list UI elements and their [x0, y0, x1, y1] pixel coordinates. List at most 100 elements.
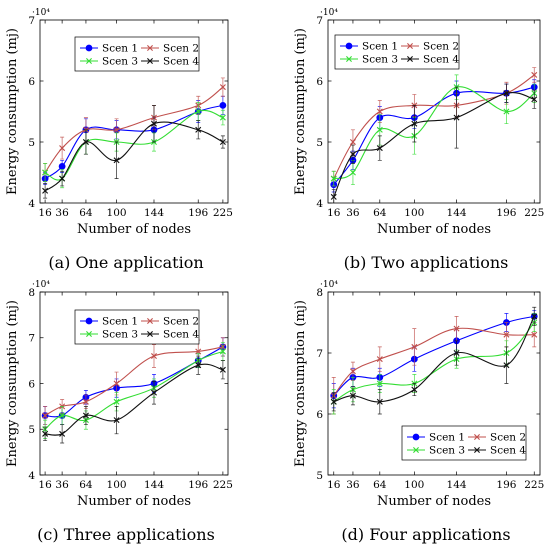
x-tick-label: 144 [144, 207, 164, 219]
x-tick-label: 100 [107, 207, 127, 219]
y-exponent-label: ·10⁴ [32, 8, 50, 18]
data-point [82, 398, 89, 405]
data-point [503, 90, 510, 97]
series-group [41, 77, 227, 199]
data-point [42, 412, 49, 419]
legend-marker [412, 433, 420, 441]
figure-caption: (b) Two applications [344, 253, 509, 272]
data-point [411, 343, 418, 350]
legend-marker [407, 56, 413, 62]
panel-4: 16 36 64 100 144 196 225 5 6 7 8·10⁴ Number of node… [293, 280, 544, 544]
legend-marker [147, 58, 153, 64]
legend-marker [147, 318, 153, 324]
legend-box [74, 309, 200, 345]
data-point [113, 380, 120, 387]
x-tick-label: 64 [79, 479, 93, 491]
data-point [349, 368, 356, 375]
data-point [531, 331, 538, 338]
legend-marker [345, 42, 353, 50]
data-point [376, 398, 383, 405]
data-point [59, 175, 66, 182]
legend-label: Scen 3 [102, 56, 138, 68]
data-point [113, 126, 120, 133]
x-tick-label: 196 [188, 207, 208, 219]
data-point [42, 430, 49, 437]
y-tick-label: 7 [28, 333, 35, 345]
legend-marker [474, 434, 480, 440]
data-point [113, 417, 120, 424]
data-point [195, 108, 202, 115]
data-point [503, 362, 510, 369]
x-tick-label: 144 [447, 479, 467, 491]
legend-label: Scen 2 [163, 43, 199, 55]
data-point [349, 169, 356, 176]
legend-marker [407, 43, 413, 49]
data-point [113, 398, 120, 405]
legend-label: Scen 3 [102, 329, 138, 341]
data-point [219, 84, 226, 91]
data-point [376, 145, 383, 152]
y-tick-label: 5 [28, 424, 35, 436]
data-point [503, 108, 510, 115]
y-exponent-label: ·10⁴ [320, 280, 338, 290]
data-point [219, 348, 226, 355]
data-point [59, 430, 66, 437]
series-line-scen-4 [333, 316, 535, 403]
legend-label: Scen 1 [429, 432, 465, 444]
legend-marker [86, 331, 92, 337]
series-line-scen-1 [333, 86, 535, 186]
data-point [219, 114, 226, 121]
x-tick-label: 36 [346, 479, 360, 491]
data-point [59, 412, 66, 419]
plot-frame [327, 19, 541, 204]
figure-caption: (a) One application [48, 253, 203, 272]
legend-label: Scen 4 [163, 329, 199, 341]
series-group [41, 337, 227, 444]
data-point [349, 151, 356, 158]
data-point [151, 120, 157, 127]
data-point [151, 389, 157, 396]
data-point [82, 139, 89, 145]
x-tick-label: 36 [55, 207, 69, 219]
data-point [195, 362, 202, 369]
legend-marker [86, 58, 92, 64]
y-tick-label: 4 [316, 198, 323, 210]
y-exponent-label: ·10⁴ [320, 8, 338, 18]
x-tick-label: 100 [107, 479, 127, 491]
figure-caption: (c) Three applications [37, 525, 215, 544]
legend-marker [413, 447, 419, 453]
x-tick-label: 16 [327, 207, 341, 219]
x-axis-label: Number of nodes [377, 222, 491, 237]
data-point [195, 126, 202, 133]
x-tick-label: 100 [404, 207, 424, 219]
data-point [59, 145, 66, 152]
legend-label: Scen 2 [490, 432, 526, 444]
data-point [330, 175, 337, 182]
y-tick-label: 5 [28, 137, 35, 149]
legend-label: Scen 1 [102, 43, 138, 55]
x-tick-label: 16 [327, 479, 341, 491]
data-point [531, 313, 538, 320]
y-tick-label: 7 [316, 15, 323, 27]
legend-marker [147, 45, 153, 51]
legend-box [334, 34, 460, 70]
data-point [349, 392, 356, 399]
data-point [330, 398, 337, 405]
data-point [376, 356, 383, 363]
x-tick-label: 100 [404, 479, 424, 491]
legend: Scen 1 Scen 2 Scen 3 Scen 4 [401, 425, 526, 461]
data-point [453, 325, 460, 332]
x-tick-label: 64 [373, 479, 387, 491]
series-line-scen-2 [333, 327, 535, 397]
y-tick-label: 6 [316, 76, 323, 88]
data-point [219, 102, 227, 109]
x-tick-label: 225 [524, 479, 544, 491]
data-point [531, 96, 538, 103]
legend-marker [147, 331, 153, 337]
legend-marker [474, 447, 480, 453]
data-point [82, 412, 89, 419]
legend-marker [346, 56, 352, 62]
y-tick-label: 6 [28, 378, 35, 390]
data-point [503, 331, 510, 338]
y-tick-label: 4 [28, 470, 35, 482]
